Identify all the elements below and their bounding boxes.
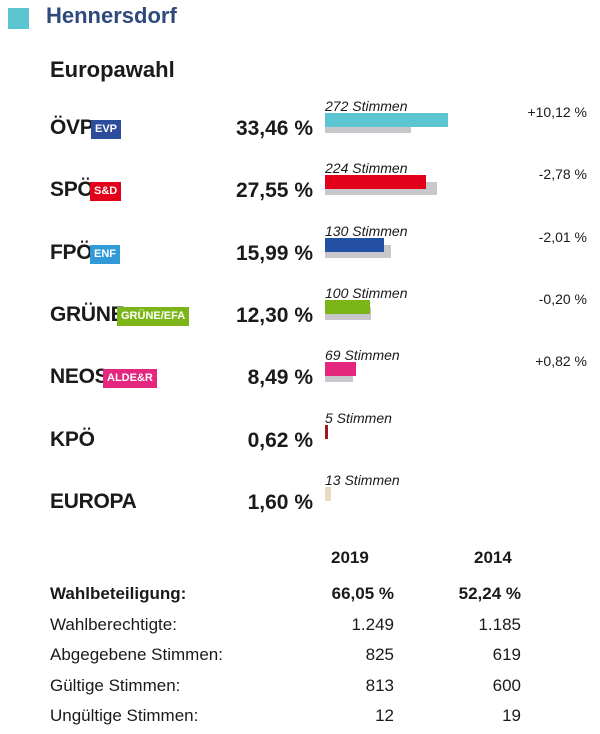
stat-value-previous: 19 (502, 706, 521, 725)
current-result-bar (325, 362, 357, 377)
party-row: SPÖ S&D 27,55 % 224 Stimmen -2,78 % (0, 160, 600, 234)
stat-row: Abgegebene Stimmen: 825 619 (0, 645, 600, 673)
current-result-bar (325, 424, 328, 439)
stat-label: Ungültige Stimmen: (50, 706, 199, 725)
stat-value-previous: 1.185 (478, 614, 521, 634)
eu-group-badge: ALDE&R (103, 369, 157, 389)
vote-share: 1,60 % (247, 490, 313, 514)
year-previous-header: 2014 (474, 548, 512, 567)
party-name: GRÜNE (50, 302, 125, 326)
stat-value-previous: 52,24 % (458, 584, 521, 603)
change-value: -2,78 % (538, 166, 587, 183)
change-value: -0,20 % (538, 290, 587, 307)
year-current-header: 2019 (331, 548, 369, 567)
stat-value-previous: 619 (492, 645, 521, 664)
party-name: EUROPA (50, 489, 137, 513)
stat-row: Wahlbeteiligung: 66,05 % 52,24 % (0, 584, 600, 612)
current-result-bar (325, 237, 384, 252)
vote-count: 224 Stimmen (325, 160, 408, 177)
stat-row: Gültige Stimmen: 813 600 (0, 676, 600, 704)
current-result-bar (325, 113, 449, 127)
stat-value-current: 66,05 % (331, 584, 394, 603)
current-result-bar (325, 299, 371, 314)
party-row: KPÖ 0,62 % 5 Stimmen (0, 410, 600, 484)
party-name: FPÖ (50, 240, 93, 264)
vote-share: 15,99 % (235, 241, 313, 265)
party-row: NEOS ALDE&R 8,49 % 69 Stimmen +0,82 % (0, 347, 600, 421)
eu-group-badge: S&D (90, 182, 122, 202)
change-value: +10,12 % (527, 104, 587, 120)
stat-row: Ungültige Stimmen: 12 19 (0, 706, 600, 734)
stat-row: Wahlberechtigte: 1.249 1.185 (0, 615, 600, 643)
stat-label: Abgegebene Stimmen: (50, 645, 223, 664)
stat-label: Wahlberechtigte: (50, 614, 177, 634)
town-title: Hennersdorf (46, 3, 177, 28)
stat-value-current: 825 (365, 645, 394, 664)
vote-share: 12,30 % (235, 303, 313, 327)
party-name: ÖVP (50, 116, 94, 139)
stat-label: Wahlbeteiligung: (50, 584, 187, 603)
vote-share: 0,62 % (247, 428, 313, 452)
eu-group-badge: EVP (91, 120, 122, 139)
vote-share: 33,46 % (235, 117, 313, 140)
stat-value-current: 12 (375, 706, 394, 725)
party-name: NEOS (50, 365, 109, 389)
change-value: -2,01 % (538, 228, 587, 245)
election-title: Europawahl (50, 57, 175, 82)
accent-square (8, 8, 29, 29)
party-name: KPÖ (50, 427, 95, 451)
party-row: ÖVP EVP 33,46 % 272 Stimmen +10,12 % (0, 98, 600, 172)
vote-count: 272 Stimmen (325, 98, 408, 114)
change-value: +0,82 % (535, 353, 587, 370)
eu-group-badge: GRÜNE/EFA (117, 306, 190, 326)
vote-share: 27,55 % (235, 179, 313, 203)
vote-count: 13 Stimmen (325, 471, 400, 488)
current-result-bar (325, 486, 331, 501)
header: Hennersdorf (0, 0, 600, 40)
party-name: SPÖ (50, 178, 94, 202)
stat-value-current: 1.249 (351, 614, 394, 634)
vote-count: 69 Stimmen (325, 347, 400, 364)
stat-value-current: 813 (365, 675, 394, 695)
vote-count: 130 Stimmen (325, 222, 408, 239)
current-result-bar (325, 175, 427, 190)
party-row: GRÜNE GRÜNE/EFA 12,30 % 100 Stimmen -0,20 % (0, 285, 600, 359)
stat-value-previous: 600 (492, 675, 521, 695)
stat-label: Gültige Stimmen: (50, 675, 181, 695)
party-row: EUROPA 1,60 % 13 Stimmen (0, 472, 600, 546)
party-row: FPÖ ENF 15,99 % 130 Stimmen -2,01 % (0, 223, 600, 297)
vote-share: 8,49 % (247, 366, 313, 390)
vote-count: 5 Stimmen (325, 409, 392, 426)
vote-count: 100 Stimmen (325, 284, 408, 301)
eu-group-badge: ENF (90, 244, 120, 264)
